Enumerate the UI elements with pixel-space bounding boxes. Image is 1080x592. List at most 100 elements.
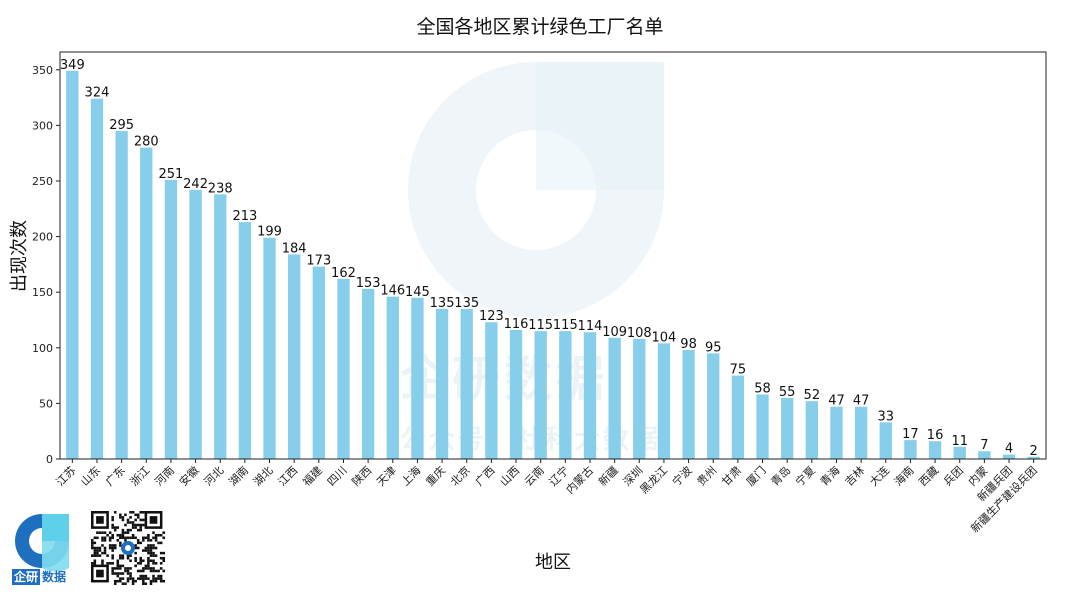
bar	[460, 308, 473, 459]
x-tick-label: 宁夏	[792, 463, 817, 488]
value-label: 16	[927, 428, 944, 443]
x-tick-label: 新疆	[595, 463, 620, 488]
x-tick-label: 广西	[473, 464, 498, 489]
value-label: 58	[754, 382, 771, 397]
x-tick-label: 贵州	[695, 464, 720, 489]
value-label: 17	[902, 427, 919, 442]
value-label: 114	[578, 319, 603, 334]
value-label: 295	[109, 118, 134, 133]
bar	[953, 446, 966, 459]
x-tick-label: 河北	[202, 464, 227, 489]
value-label: 242	[183, 177, 208, 192]
x-tick-label: 青海	[817, 463, 842, 488]
x-tick-label: 黑龙江	[638, 464, 671, 497]
x-tick-label: 湖南	[226, 464, 251, 489]
x-tick-label: 吉林	[842, 463, 867, 488]
bar	[312, 266, 325, 459]
bar	[189, 189, 202, 459]
value-label: 115	[528, 318, 553, 333]
bar	[657, 343, 671, 459]
brand-name: 企研 数据	[12, 568, 66, 585]
value-label: 238	[208, 181, 233, 196]
value-label: 7	[980, 438, 988, 453]
x-tick-label: 河南	[152, 464, 177, 489]
bar	[214, 194, 227, 459]
brand-name-part1: 企研	[12, 569, 41, 585]
bar	[386, 296, 399, 459]
value-label: 199	[257, 225, 282, 240]
value-label: 213	[232, 209, 257, 224]
watermark-line1: 企研数据	[400, 351, 608, 407]
x-tick-label: 湖北	[251, 464, 276, 489]
x-tick-label: 安徽	[176, 463, 201, 488]
x-tick-label: 重庆	[423, 463, 448, 488]
value-label: 104	[652, 330, 677, 345]
y-axis: 0 50 100 150 200 250 300 350	[32, 64, 60, 466]
bar	[238, 222, 252, 459]
x-tick-label: 青岛	[768, 463, 793, 488]
bar	[140, 147, 153, 459]
value-label: 184	[282, 241, 307, 256]
bar	[879, 422, 892, 459]
value-label: 33	[878, 409, 895, 424]
bar	[756, 394, 769, 459]
x-tick-label: 陕西	[349, 463, 374, 488]
x-tick-label: 甘肃	[719, 464, 744, 489]
x-tick-label: 厦门	[743, 463, 768, 488]
bars	[66, 70, 1040, 460]
value-label: 162	[331, 266, 356, 281]
x-tick-label: 云南	[522, 464, 547, 489]
bar	[830, 406, 843, 459]
value-label: 324	[85, 86, 110, 101]
chart-title: 全国各地区累计绿色工厂名单	[416, 16, 663, 38]
bar	[435, 308, 449, 459]
bar	[509, 330, 523, 459]
bar	[164, 179, 178, 459]
bar	[559, 331, 572, 459]
x-tick-label: 兵团	[941, 464, 966, 489]
bar	[411, 297, 424, 459]
bar	[1002, 454, 1016, 459]
bar	[485, 322, 498, 459]
bar	[781, 397, 794, 459]
bar	[633, 338, 646, 459]
x-tick-label: 上海	[398, 463, 423, 488]
value-label: 135	[430, 296, 455, 311]
value-label: 98	[680, 337, 697, 352]
bar	[288, 254, 301, 459]
x-tick-label: 四川	[325, 464, 350, 489]
bar	[115, 130, 128, 459]
bar	[361, 288, 375, 459]
bar	[854, 406, 868, 459]
value-label: 11	[951, 434, 968, 449]
value-label: 55	[779, 385, 796, 400]
plot-frame	[59, 51, 1047, 460]
y-tick-label: 0	[46, 453, 53, 466]
value-label: 115	[553, 318, 578, 333]
qr-code-icon	[91, 511, 165, 585]
value-label: 116	[504, 317, 529, 332]
bar	[682, 350, 695, 459]
brand-logo-icon	[15, 514, 69, 572]
y-tick-label: 150	[32, 286, 53, 299]
x-tick-label: 大连	[866, 463, 891, 488]
x-axis-label: 地区	[535, 552, 571, 573]
x-tick-label: 内蒙古	[563, 463, 596, 496]
value-label: 47	[853, 394, 870, 409]
value-label: 280	[134, 135, 159, 150]
value-label: 123	[479, 309, 504, 324]
value-label: 95	[705, 340, 722, 355]
bar	[263, 237, 276, 459]
x-tick-label: 山东	[78, 464, 103, 489]
brand-name-part2: 数据	[42, 570, 67, 584]
bar	[805, 401, 818, 459]
x-tick-label: 江苏	[54, 464, 79, 489]
y-tick-label: 300	[32, 119, 53, 132]
bar	[904, 440, 917, 459]
value-label: 146	[380, 284, 405, 299]
x-tick-label: 广东	[103, 464, 128, 489]
x-tick-label: 福建	[299, 463, 324, 488]
bar	[608, 337, 621, 459]
